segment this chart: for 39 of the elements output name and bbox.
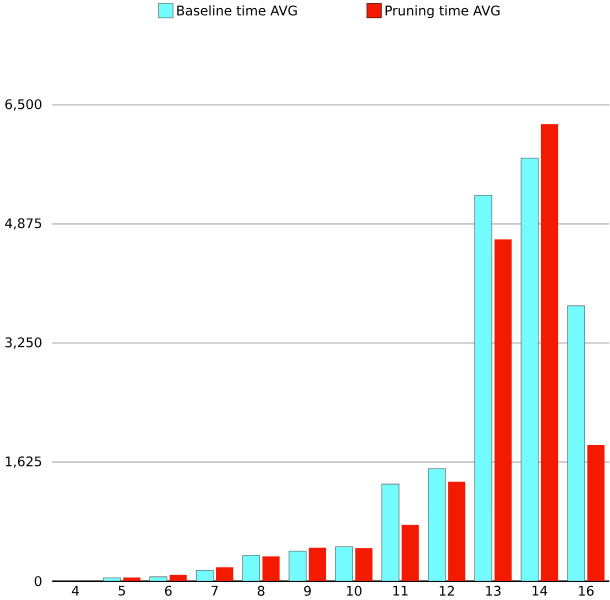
x-tick-label: 4 xyxy=(72,586,79,596)
bar xyxy=(123,577,140,582)
bar xyxy=(448,482,466,582)
x-tick-label: 7 xyxy=(212,586,218,596)
bar xyxy=(335,546,353,582)
y-tick-label: 3,250 xyxy=(5,337,42,349)
x-tick-label: 11 xyxy=(393,586,408,596)
bar xyxy=(242,554,260,582)
x-tick-label: 14 xyxy=(532,586,548,596)
bar xyxy=(428,468,446,582)
x-tick-label: 13 xyxy=(486,586,501,596)
x-tick-label: 12 xyxy=(440,586,454,596)
y-tick-label: 4,875 xyxy=(5,218,42,230)
x-tick-label: 6 xyxy=(165,586,172,596)
y-tick-label: 0 xyxy=(34,576,42,586)
y-tick-label: 1,625 xyxy=(6,456,42,468)
legend-label: Pruning time AVG xyxy=(386,5,500,18)
x-tick-label: 16 xyxy=(579,586,594,596)
bar xyxy=(216,567,234,582)
bar xyxy=(308,548,326,582)
x-tick-label: 5 xyxy=(118,586,125,596)
x-tick-label: 9 xyxy=(304,586,311,596)
bar xyxy=(262,556,280,582)
bar xyxy=(474,194,492,582)
x-tick-label: 10 xyxy=(346,586,362,596)
bar xyxy=(382,484,400,582)
bar xyxy=(520,158,539,582)
bar xyxy=(587,444,605,582)
bar xyxy=(494,239,512,582)
bar xyxy=(355,548,372,582)
bar xyxy=(402,524,419,582)
bar xyxy=(170,574,187,582)
bar xyxy=(540,124,558,582)
bar xyxy=(567,305,585,582)
bar xyxy=(196,570,214,582)
y-tick-label: 6,500 xyxy=(5,99,42,110)
bar xyxy=(288,550,306,582)
x-tick-label: 8 xyxy=(258,586,264,596)
legend-label: Baseline time AVG xyxy=(177,5,297,16)
